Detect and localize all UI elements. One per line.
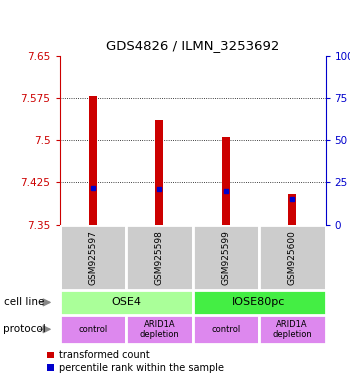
- Bar: [259, 315, 326, 344]
- Bar: [60, 290, 192, 315]
- Bar: [89, 96, 97, 225]
- Text: cell line: cell line: [4, 297, 44, 308]
- Bar: [60, 225, 126, 290]
- Bar: [222, 137, 230, 225]
- Text: GSM925597: GSM925597: [88, 230, 97, 285]
- Text: ARID1A
depletion: ARID1A depletion: [139, 319, 179, 339]
- Text: control: control: [211, 325, 240, 334]
- Bar: [126, 315, 192, 344]
- Bar: [60, 315, 126, 344]
- Bar: [288, 194, 296, 225]
- Text: protocol: protocol: [4, 324, 46, 334]
- Text: GSM925599: GSM925599: [221, 230, 230, 285]
- Bar: [193, 315, 259, 344]
- Title: GDS4826 / ILMN_3253692: GDS4826 / ILMN_3253692: [106, 39, 279, 52]
- Bar: [126, 225, 192, 290]
- Legend: transformed count, percentile rank within the sample: transformed count, percentile rank withi…: [47, 351, 224, 373]
- Text: GSM925598: GSM925598: [155, 230, 164, 285]
- Bar: [259, 225, 326, 290]
- Text: ARID1A
depletion: ARID1A depletion: [272, 319, 312, 339]
- Bar: [193, 290, 326, 315]
- Text: OSE4: OSE4: [111, 297, 141, 308]
- Text: GSM925600: GSM925600: [288, 230, 297, 285]
- Text: control: control: [78, 325, 107, 334]
- Bar: [155, 121, 163, 225]
- Text: IOSE80pc: IOSE80pc: [232, 297, 286, 308]
- Bar: [193, 225, 259, 290]
